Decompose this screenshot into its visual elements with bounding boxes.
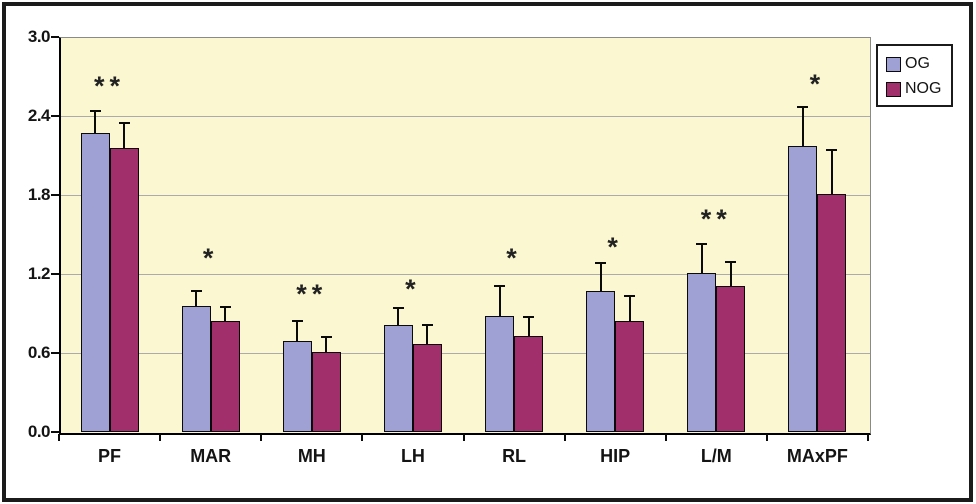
error-bar-OG-PF <box>94 110 97 134</box>
bar-OG-HIP <box>586 291 616 432</box>
bar-NOG-MH <box>311 351 341 432</box>
significance-marker: * <box>506 242 522 273</box>
bar-OG-MAR <box>181 305 211 432</box>
og-swatch-icon <box>886 56 901 72</box>
x-axis-label: HIP <box>600 446 631 466</box>
error-bar-cap-NOG-L/M <box>725 261 737 264</box>
y-axis-label: 2.4 <box>27 106 51 125</box>
bar-OG-MAxPF <box>788 146 818 432</box>
error-bar-OG-MH <box>296 321 299 342</box>
error-bar-cap-NOG-MH <box>320 336 332 339</box>
error-bar-cap-OG-MAR <box>190 290 202 293</box>
legend-label-nog: NOG <box>905 80 942 97</box>
x-axis-tick <box>361 434 364 441</box>
error-bar-NOG-MAR <box>224 306 227 322</box>
error-bar-NOG-PF <box>123 122 126 148</box>
error-bar-cap-OG-MAxPF <box>797 105 809 108</box>
x-axis-tick <box>563 434 566 441</box>
bar-OG-MH <box>282 341 312 432</box>
y-axis-tick <box>51 273 59 275</box>
error-bar-cap-OG-L/M <box>696 242 708 245</box>
bar-NOG-HIP <box>615 321 645 432</box>
legend-entry-og: OG <box>886 56 945 72</box>
bar-OG-PF <box>80 133 110 432</box>
legend-entry-nog: NOG <box>886 81 945 97</box>
x-axis-label: RL <box>502 446 527 466</box>
bar-NOG-RL <box>514 335 544 432</box>
x-axis-tick <box>867 434 869 441</box>
error-bar-cap-OG-MH <box>291 320 303 323</box>
y-axis-label: 0.0 <box>27 422 51 441</box>
bar-NOG-PF <box>109 147 139 432</box>
x-axis-tick <box>58 434 60 441</box>
x-axis-tick <box>462 434 465 441</box>
gridline-0.6 <box>61 353 870 354</box>
error-bar-cap-NOG-PF <box>118 121 130 124</box>
y-axis-label: 1.8 <box>27 185 51 204</box>
error-bar-OG-HIP <box>599 263 602 292</box>
y-axis-label: 1.2 <box>27 264 51 283</box>
x-axis-label: L/M <box>700 446 732 466</box>
error-bar-NOG-LH <box>426 325 429 344</box>
bar-OG-RL <box>485 316 515 432</box>
x-axis-tick <box>664 434 667 441</box>
x-axis-label: MAxPF <box>786 446 848 466</box>
error-bar-OG-LH <box>397 308 400 326</box>
error-bar-cap-NOG-MAxPF <box>826 149 838 152</box>
error-bar-NOG-MH <box>325 337 328 352</box>
x-axis-label: LH <box>400 446 425 466</box>
y-axis-tick <box>51 194 59 196</box>
y-axis-tick <box>51 431 59 433</box>
x-axis-label: MH <box>297 446 326 466</box>
x-axis-tick <box>765 434 768 441</box>
legend-label-og: OG <box>905 55 930 72</box>
legend: OG NOG <box>876 44 953 107</box>
error-bar-cap-NOG-RL <box>523 316 535 319</box>
y-axis-tick <box>51 36 59 38</box>
error-bar-NOG-MAxPF <box>830 150 833 194</box>
error-bar-OG-L/M <box>700 243 703 273</box>
error-bar-NOG-HIP <box>628 296 631 322</box>
x-axis-tick <box>159 434 162 441</box>
gridline-2.4 <box>61 116 870 117</box>
error-bar-cap-OG-RL <box>494 284 506 287</box>
x-axis-label: PF <box>98 446 122 466</box>
y-axis-tick <box>51 115 59 117</box>
significance-marker: ** <box>700 204 732 235</box>
significance-marker: * <box>405 274 421 305</box>
bar-NOG-L/M <box>716 285 746 432</box>
error-bar-cap-NOG-LH <box>421 324 433 327</box>
bar-NOG-MAxPF <box>817 193 847 432</box>
error-bar-OG-MAxPF <box>801 106 804 147</box>
bar-NOG-LH <box>412 343 442 432</box>
error-bar-cap-NOG-MAR <box>219 305 231 308</box>
bar-NOG-MAR <box>210 321 240 432</box>
nog-swatch-icon <box>886 81 901 97</box>
bar-OG-LH <box>383 325 413 432</box>
error-bar-cap-OG-PF <box>89 109 101 112</box>
gridline-1.8 <box>61 195 870 196</box>
error-bar-OG-RL <box>498 285 501 317</box>
error-bar-cap-OG-LH <box>392 307 404 310</box>
x-axis-tick <box>260 434 263 441</box>
significance-marker: * <box>607 232 623 263</box>
gridline-1.2 <box>61 274 870 275</box>
x-axis-label: MAR <box>190 446 232 466</box>
error-bar-NOG-L/M <box>729 262 732 286</box>
error-bar-NOG-RL <box>527 317 530 336</box>
error-bar-cap-NOG-HIP <box>624 295 636 298</box>
error-bar-cap-OG-HIP <box>595 262 607 265</box>
bar-OG-L/M <box>687 272 717 432</box>
y-axis-label: 3.0 <box>27 27 51 46</box>
significance-marker: * <box>809 68 826 99</box>
y-axis-label: 0.6 <box>27 343 51 362</box>
y-axis-tick <box>51 352 59 354</box>
significance-marker: * <box>202 242 219 273</box>
significance-marker: ** <box>296 279 328 310</box>
error-bar-OG-MAR <box>195 291 198 306</box>
significance-marker: ** <box>94 71 126 102</box>
